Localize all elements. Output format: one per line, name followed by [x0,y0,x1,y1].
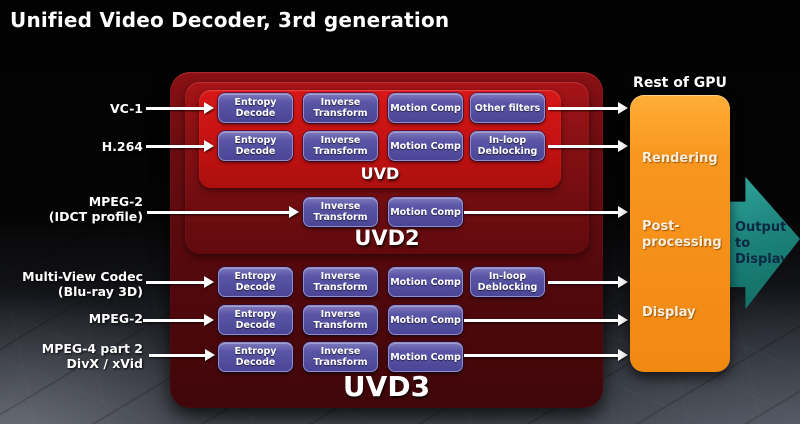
unit-box: Motion Comp [388,93,463,123]
codec-label-line: MPEG-2 [88,194,143,209]
codec-label-h264: H.264 [0,139,143,154]
gpu-stage-display: Display [642,305,696,320]
unit-box: Entropy Decode [218,267,293,297]
codec-label-subline: DivX / xVid [66,356,143,371]
codec-label-line: MPEG-4 part 2 [41,341,143,356]
gpu-stage-postprocessing: Post-processing [642,219,722,250]
codec-label-line: MPEG-2 [88,311,143,326]
flow-arrow-icon [147,206,299,218]
page-title: Unified Video Decoder, 3rd generation [10,8,450,32]
flow-arrow-icon [464,314,628,326]
codec-label-line: VC-1 [109,101,143,116]
unit-box: Other filters [470,93,545,123]
rest-of-gpu-caption: Rest of GPU [633,75,727,91]
flow-arrow-icon [146,102,214,114]
unit-box: Inverse Transform [303,342,378,372]
uvd3-label: UVD3 [342,370,431,403]
flow-arrow-icon [548,276,628,288]
output-arrow-label: Output to Display [735,220,789,267]
unit-box: Motion Comp [388,197,463,227]
flow-arrow-icon [146,140,214,152]
codec-label-subline: (IDCT profile) [48,209,143,224]
flow-arrow-icon [548,102,628,114]
unit-box: Inverse Transform [303,305,378,335]
unit-box: Motion Comp [388,342,463,372]
gpu-stage-rendering: Rendering [642,151,718,166]
unit-box: Entropy Decode [218,131,293,161]
flow-arrow-icon [548,140,628,152]
unit-box: Entropy Decode [218,305,293,335]
flow-arrow-icon [464,349,628,361]
unit-box: Inverse Transform [303,131,378,161]
unit-box: Inverse Transform [303,93,378,123]
codec-label-mpeg4: MPEG-4 part 2 DivX / xVid [0,341,143,371]
unit-box: In-loop Deblocking [470,267,545,297]
unit-box: Motion Comp [388,305,463,335]
codec-label-subline: (Blu-ray 3D) [57,284,143,299]
flow-arrow-icon [143,314,214,326]
codec-label-mpeg2-idct: MPEG-2 (IDCT profile) [0,194,143,224]
unit-box: Entropy Decode [218,342,293,372]
codec-label-vc1: VC-1 [0,101,143,116]
codec-label-line: Multi-View Codec [22,269,143,284]
uvd2-label: UVD2 [354,226,420,250]
flow-arrow-icon [149,349,215,361]
flow-arrow-icon [146,276,214,288]
flow-arrow-icon [464,206,628,218]
unit-box: Inverse Transform [303,267,378,297]
codec-label-mpeg2: MPEG-2 [0,311,143,326]
unit-box: In-loop Deblocking [470,131,545,161]
unit-box: Motion Comp [388,131,463,161]
codec-label-multiview: Multi-View Codec (Blu-ray 3D) [0,269,143,299]
unit-box: Motion Comp [388,267,463,297]
unit-box: Entropy Decode [218,93,293,123]
codec-label-line: H.264 [101,139,143,154]
uvd-label: UVD [360,164,400,183]
unit-box: Inverse Transform [303,197,378,227]
rest-of-gpu-block: Rendering Post-processing Display [630,95,730,372]
